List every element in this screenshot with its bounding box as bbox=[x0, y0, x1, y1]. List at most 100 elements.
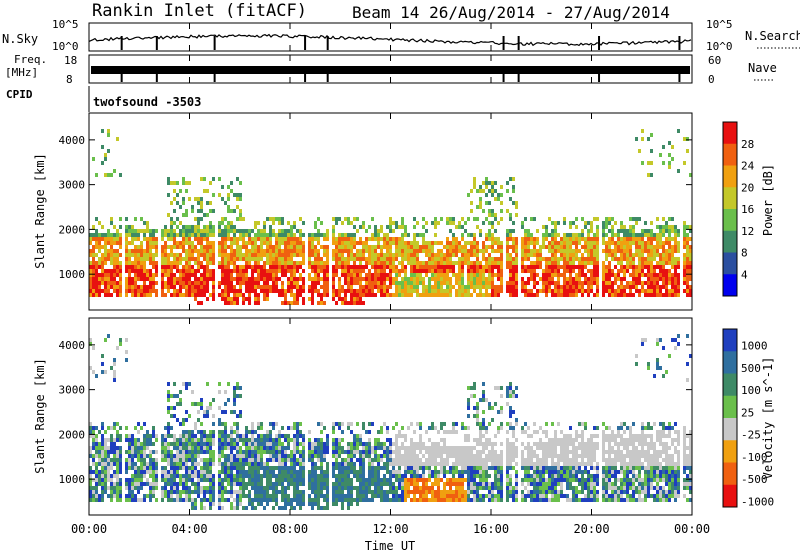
heatmap-cell bbox=[623, 269, 626, 273]
heatmap-cell bbox=[134, 482, 137, 486]
heatmap-cell bbox=[635, 273, 638, 277]
heatmap-cell bbox=[176, 233, 179, 237]
heatmap-cell bbox=[116, 494, 119, 498]
heatmap-cell bbox=[392, 293, 395, 297]
heatmap-cell bbox=[560, 249, 563, 253]
heatmap-cell bbox=[245, 269, 248, 273]
heatmap-cell bbox=[524, 253, 527, 257]
heatmap-cell bbox=[239, 414, 242, 418]
heatmap-cell bbox=[500, 241, 503, 245]
heatmap-cell bbox=[113, 494, 116, 498]
heatmap-cell bbox=[494, 241, 497, 245]
heatmap-cell bbox=[338, 285, 341, 289]
heatmap-cell bbox=[647, 237, 650, 241]
heatmap-cell bbox=[191, 225, 194, 229]
heatmap-cell bbox=[347, 458, 350, 462]
heatmap-cell bbox=[557, 269, 560, 273]
heatmap-cell bbox=[221, 498, 224, 502]
heatmap-cell bbox=[647, 245, 650, 249]
heatmap-cell bbox=[131, 241, 134, 245]
heatmap-cell bbox=[194, 442, 197, 446]
heatmap-cell bbox=[452, 269, 455, 273]
heatmap-cell bbox=[125, 482, 128, 486]
heatmap-cell bbox=[371, 257, 374, 261]
heatmap-cell bbox=[149, 462, 152, 466]
heatmap-cell bbox=[323, 474, 326, 478]
heatmap-cell bbox=[563, 261, 566, 265]
heatmap-cell bbox=[443, 261, 446, 265]
heatmap-cell bbox=[635, 281, 638, 285]
heatmap-cell bbox=[677, 277, 680, 281]
heatmap-cell bbox=[395, 241, 398, 245]
heatmap-cell bbox=[107, 149, 110, 153]
heatmap-cell bbox=[155, 482, 158, 486]
heatmap-cell bbox=[227, 225, 230, 229]
heatmap-cell bbox=[410, 450, 413, 454]
heatmap-cell bbox=[257, 446, 260, 450]
heatmap-cell bbox=[353, 462, 356, 466]
heatmap-cell bbox=[362, 257, 365, 261]
heatmap-cell bbox=[257, 450, 260, 454]
heatmap-cell bbox=[434, 233, 437, 237]
heatmap-cell bbox=[284, 486, 287, 490]
heatmap-cell bbox=[413, 249, 416, 253]
heatmap-cell bbox=[362, 490, 365, 494]
heatmap-cell bbox=[353, 269, 356, 273]
heatmap-cell bbox=[281, 470, 284, 474]
heatmap-cell bbox=[386, 277, 389, 281]
heatmap-cell bbox=[323, 273, 326, 277]
heatmap-cell bbox=[347, 486, 350, 490]
heatmap-cell bbox=[623, 245, 626, 249]
heatmap-cell bbox=[500, 193, 503, 197]
heatmap-cell bbox=[413, 241, 416, 245]
heatmap-cell bbox=[194, 249, 197, 253]
heatmap-cell bbox=[101, 237, 104, 241]
heatmap-cell bbox=[488, 257, 491, 261]
heatmap-cell bbox=[311, 454, 314, 458]
heatmap-cell bbox=[140, 249, 143, 253]
heatmap-cell bbox=[278, 454, 281, 458]
heatmap-cell bbox=[137, 450, 140, 454]
heatmap-cell bbox=[185, 281, 188, 285]
heatmap-cell bbox=[401, 293, 404, 297]
heatmap-cell bbox=[119, 498, 122, 502]
heatmap-cell bbox=[89, 277, 92, 281]
heatmap-cell bbox=[296, 229, 299, 233]
heatmap-cell bbox=[140, 470, 143, 474]
heatmap-cell bbox=[95, 470, 98, 474]
heatmap-cell bbox=[650, 257, 653, 261]
heatmap-cell bbox=[302, 297, 305, 301]
heatmap-cell bbox=[416, 446, 419, 450]
heatmap-cell bbox=[356, 478, 359, 482]
heatmap-cell bbox=[119, 446, 122, 450]
heatmap-cell bbox=[368, 446, 371, 450]
heatmap-cell bbox=[554, 253, 557, 257]
heatmap-cell bbox=[413, 245, 416, 249]
heatmap-cell bbox=[626, 293, 629, 297]
heatmap-cell bbox=[491, 241, 494, 245]
heatmap-cell bbox=[530, 293, 533, 297]
heatmap-cell bbox=[287, 301, 290, 305]
heatmap-cell bbox=[665, 293, 668, 297]
heatmap-cell bbox=[545, 229, 548, 233]
heatmap-cell bbox=[662, 145, 665, 149]
heatmap-cell bbox=[185, 241, 188, 245]
heatmap-cell bbox=[197, 257, 200, 261]
heatmap-cell bbox=[242, 293, 245, 297]
heatmap-cell bbox=[389, 498, 392, 502]
heatmap-cell bbox=[173, 462, 176, 466]
heatmap-cell bbox=[548, 245, 551, 249]
heatmap-cell bbox=[449, 293, 452, 297]
heatmap-cell bbox=[206, 245, 209, 249]
heatmap-cell bbox=[650, 265, 653, 269]
heatmap-cell bbox=[95, 173, 98, 177]
heatmap-cell bbox=[119, 173, 122, 177]
heatmap-cell bbox=[248, 446, 251, 450]
heatmap-cell bbox=[206, 442, 209, 446]
heatmap-cell bbox=[332, 426, 335, 430]
heatmap-cell bbox=[380, 466, 383, 470]
heatmap-cell bbox=[296, 482, 299, 486]
heatmap-cell bbox=[371, 446, 374, 450]
heatmap-cell bbox=[359, 277, 362, 281]
heatmap-cell bbox=[299, 217, 302, 221]
